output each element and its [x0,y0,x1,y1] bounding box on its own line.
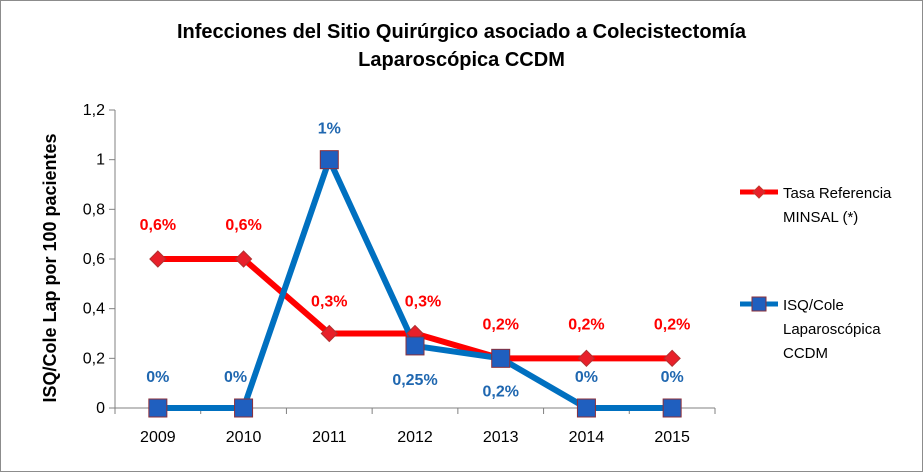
marker-ccdm [491,348,511,368]
data-label-ccdm: 1% [318,121,341,138]
x-tick-label: 2011 [312,429,347,446]
marker-ccdm [405,336,425,356]
data-label-ccdm: 0,25% [392,372,437,389]
chart-title-line-2: Laparoscópica CCDM [358,49,565,71]
data-label-ccdm: 0% [661,369,684,386]
y-tick-label: 0,2 [83,350,105,367]
data-labels: 0,6% 0,6% 0,3% 0,3% 0,2% 0,2% 0,2% 0% 0% 1% 0,25% 0… [140,121,691,401]
legend-label-minsal: Tasa Referencia MINSAL (*) [783,185,892,226]
data-label-ccdm: 0% [146,369,169,386]
data-label-minsal: 0,6% [140,217,176,234]
marker-minsal [577,349,596,368]
marker-minsal [320,324,338,343]
marker-minsal [149,250,167,268]
y-tick-label: 1,2 [83,102,105,119]
x-tick-label: 2013 [483,429,519,446]
data-label-minsal: 0,2% [568,316,604,333]
legend-swatch-minsal [740,185,778,199]
data-label-ccdm: 0% [224,369,247,386]
marker-minsal [234,250,253,268]
marker-ccdm [576,398,596,418]
chart-title-line-1: Infecciones del Sitio Quirúrgico asociad… [176,21,747,43]
x-tick-label: 2010 [226,429,262,446]
data-label-minsal: 0,6% [225,217,261,234]
chart-title: Infecciones del Sitio Quirúrgico asociad… [0,18,923,74]
x-tick-label: 2012 [397,429,433,446]
y-tick-label: 0,6 [83,251,105,268]
marker-ccdm [148,398,168,418]
data-label-minsal: 0,3% [405,294,441,311]
data-label-minsal: 0,3% [311,294,347,311]
y-tick-label: 0 [96,400,105,417]
marker-ccdm [234,398,254,418]
marker-minsal [663,349,681,368]
x-tick-label: 2009 [140,429,176,446]
legend-label-ccdm: ISQ/Cole Laparoscópica CCDM [783,297,881,362]
marker-ccdm [662,398,682,418]
y-tick-label: 0,4 [83,301,105,318]
data-label-ccdm: 0,2% [482,383,518,400]
axes: 0 0,2 0,4 0,6 0,8 1 1,2 2009 2010 2011 2012 2013 201… [83,102,716,446]
y-tick-label: 0,8 [83,201,105,218]
x-tick-label: 2015 [654,429,690,446]
data-label-minsal: 0,2% [654,316,690,333]
data-label-minsal: 0,2% [482,316,518,333]
data-label-ccdm: 0% [575,369,598,386]
markers [148,150,682,418]
y-axis-title: ISQ/Cole Lap por 100 pacientes [40,133,60,402]
marker-ccdm [319,150,339,170]
y-tick-label: 1 [96,152,105,169]
legend-swatch-ccdm [740,296,778,312]
x-tick-label: 2014 [569,429,605,446]
